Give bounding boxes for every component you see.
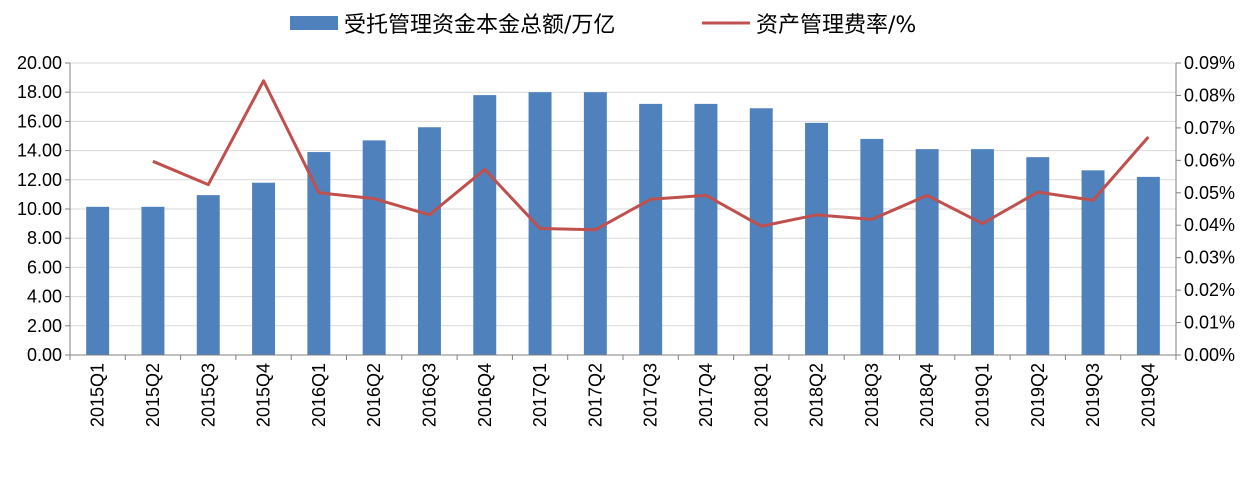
x-tick-label: 2018Q3 <box>862 363 882 427</box>
bar <box>362 140 386 355</box>
bar <box>694 103 718 355</box>
legend-swatch-bar <box>290 16 338 30</box>
x-tick-label: 2015Q2 <box>143 363 163 427</box>
bar <box>417 127 441 356</box>
bar <box>1081 170 1105 355</box>
x-tick-label: 2019Q2 <box>1028 363 1048 427</box>
legend-label-bar: 受托管理资金本金总额/万亿 <box>344 13 615 38</box>
y-right-tick-label: 0.02% <box>1184 280 1235 300</box>
y-left-tick-label: 10.00 <box>17 199 62 219</box>
bar-series <box>86 92 1160 356</box>
x-tick-label: 2017Q1 <box>530 363 550 427</box>
x-tick-label: 2016Q4 <box>475 363 495 427</box>
bar <box>1136 176 1160 355</box>
y-right-tick-label: 0.00% <box>1184 345 1235 365</box>
bar <box>805 122 829 355</box>
y-right-tick-label: 0.09% <box>1184 53 1235 73</box>
y-left-tick-label: 18.00 <box>17 82 62 102</box>
x-tick-label: 2016Q2 <box>364 363 384 427</box>
x-tick-label: 2015Q4 <box>254 363 274 427</box>
bar <box>749 108 773 355</box>
bar <box>473 95 497 356</box>
y-right-tick-label: 0.01% <box>1184 313 1235 333</box>
x-tick-label: 2019Q4 <box>1138 363 1158 427</box>
bar <box>860 138 884 355</box>
x-tick-label: 2015Q3 <box>198 363 218 427</box>
bar <box>252 182 276 355</box>
y-left-tick-label: 6.00 <box>27 257 62 277</box>
bar <box>639 103 663 355</box>
y-right-tick-label: 0.08% <box>1184 85 1235 105</box>
x-tick-label: 2018Q1 <box>751 363 771 427</box>
x-tick-label: 2019Q3 <box>1083 363 1103 427</box>
grid-layer <box>70 62 1176 327</box>
x-tick-label: 2019Q1 <box>972 363 992 427</box>
bar <box>970 149 994 355</box>
y-right-tick-label: 0.03% <box>1184 248 1235 268</box>
legend-label-line: 资产管理费率/% <box>756 13 916 38</box>
y-left-tick-label: 12.00 <box>17 170 62 190</box>
y-left-tick-label: 0.00 <box>27 345 62 365</box>
bar <box>307 152 331 355</box>
bar <box>141 206 165 355</box>
line-series <box>152 79 1150 232</box>
x-tick-label: 2017Q3 <box>641 363 661 427</box>
bar <box>1026 157 1050 355</box>
y-left-tick-label: 16.00 <box>17 111 62 131</box>
y-left-tick-label: 4.00 <box>27 287 62 307</box>
bar <box>86 206 110 355</box>
x-tick-label: 2016Q3 <box>419 363 439 427</box>
y-left-tick-label: 8.00 <box>27 228 62 248</box>
x-tick-label: 2015Q1 <box>88 363 108 427</box>
x-tick-label: 2018Q2 <box>807 363 827 427</box>
y-left-tick-label: 2.00 <box>27 316 62 336</box>
x-tick-label: 2018Q4 <box>917 363 937 427</box>
y-right-tick-label: 0.04% <box>1184 215 1235 235</box>
x-tick-label: 2016Q1 <box>309 363 329 427</box>
axes: 0.00 2.00 4.00 6.00 8.00 10.00 12.00 14.00 16.00… <box>17 53 1235 427</box>
x-tick-label: 2017Q2 <box>585 363 605 427</box>
legend: 受托管理资金本金总额/万亿 资产管理费率/% <box>290 13 916 38</box>
bar <box>196 195 220 355</box>
y-right-tick-label: 0.05% <box>1184 183 1235 203</box>
bar <box>528 92 552 355</box>
y-left-tick-label: 14.00 <box>17 141 62 161</box>
bar <box>583 92 607 355</box>
y-left-tick-label: 20.00 <box>17 53 62 73</box>
bar <box>915 149 939 355</box>
y-right-tick-label: 0.07% <box>1184 118 1235 138</box>
y-right-tick-label: 0.06% <box>1184 150 1235 170</box>
x-tick-label: 2017Q4 <box>696 363 716 427</box>
